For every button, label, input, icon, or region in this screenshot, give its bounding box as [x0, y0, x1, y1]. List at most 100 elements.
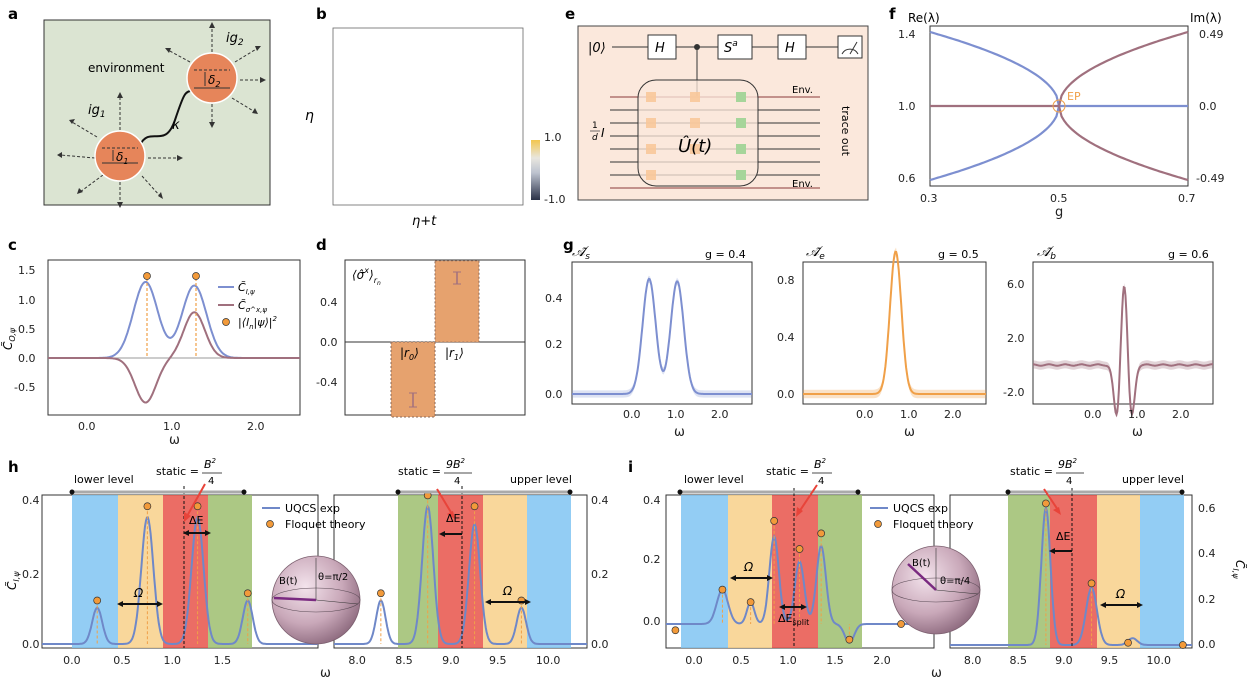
g2-curve	[803, 250, 986, 395]
unitary-label: Û(t)	[678, 135, 712, 157]
c-xlabel: ω	[169, 433, 180, 448]
panel-i: lower level upper level static = B2 4 st…	[643, 457, 1247, 681]
panel-label-f: f	[889, 5, 896, 23]
h-theory-dot	[143, 502, 152, 511]
h-curve-left	[42, 515, 318, 645]
h-xtick: 9.0	[442, 654, 460, 667]
panel-label-e: e	[565, 5, 575, 23]
i-rtick-1: 0.6	[1198, 502, 1216, 515]
i-theory-dot	[795, 545, 804, 553]
g2-label: 𝒜̃e	[806, 244, 825, 262]
g1-ytick-1: 0.4	[545, 292, 563, 305]
b-xlabel: η+t	[412, 214, 437, 229]
g2-param: g = 0.5	[938, 248, 979, 261]
f-right-label: Im(λ)	[1190, 11, 1222, 25]
h-legend-exp: UQCS exp	[285, 502, 340, 515]
d-title: ⟨σ̂x⟩rn	[352, 266, 381, 287]
panel-b-heatmap: η η+t 1.0 -1.0	[305, 27, 565, 229]
h-rtick-2: 0.2	[591, 568, 609, 581]
i-Bt: B(t)	[912, 558, 931, 569]
h-static-1: static =	[156, 465, 199, 478]
gamma2-label: ig2	[226, 31, 244, 48]
h-xtick: 1.0	[163, 654, 181, 667]
env-bottom-label: Env.	[792, 179, 813, 190]
d-ytick-3: -0.4	[316, 376, 337, 389]
h-omega-2: Ω	[502, 584, 513, 598]
panel-label-b: b	[316, 5, 327, 23]
i-xtick: 2.0	[873, 654, 891, 667]
g3-xtick-2: 1.0	[1128, 408, 1146, 421]
energy-band	[527, 495, 571, 648]
g3-xtick-1: 0.0	[1084, 408, 1102, 421]
g3-ytick-3: -2.0	[1003, 386, 1024, 399]
i-theory-dot	[897, 620, 905, 628]
g3-ytick-1: 6.0	[1007, 278, 1025, 291]
h-static-1-den: 4	[208, 476, 214, 487]
i-theory-dot	[1124, 638, 1132, 647]
g1-xtick-1: 0.0	[623, 408, 641, 421]
g3-xlabel: ω	[1132, 425, 1143, 440]
h-upper-level: upper level	[510, 473, 572, 486]
h-theory-dot	[93, 596, 102, 605]
h-rtick-3: 0.0	[591, 638, 609, 651]
i-xtick: 1.5	[826, 654, 844, 667]
ep-label: EP	[1067, 90, 1081, 103]
i-dE: ΔE	[1056, 530, 1071, 543]
h-xtick: 8.0	[348, 654, 366, 667]
i-static-1-den: 4	[818, 476, 824, 487]
i-theory-dot	[770, 517, 778, 525]
energy-band	[438, 495, 483, 648]
f-xtick-2: 0.5	[1050, 192, 1068, 205]
h-dE-1: ΔE	[189, 514, 204, 527]
h-static-2-frac: 9B2	[446, 457, 466, 471]
i-ytick-2: 0.2	[643, 553, 661, 566]
delta2-label: δ2	[208, 73, 220, 89]
ket-zero: |0⟩	[588, 41, 606, 56]
i-legend-exp: UQCS exp	[893, 502, 948, 515]
panel-d-chart: ⟨σ̂x⟩rn |r0⟩ |r1⟩ 0.4 0.0 -0.4	[316, 259, 526, 418]
i-xtick: 0.0	[685, 654, 703, 667]
h-legend-theory: Floquet theory	[285, 518, 366, 531]
c-ytick-1: 1.5	[18, 264, 36, 277]
c-dot-2	[192, 272, 200, 280]
i-ytick-3: 0.0	[643, 615, 661, 628]
h-xtick: 1.5	[214, 654, 232, 667]
c-xtick-1: 0.0	[78, 420, 96, 433]
f-xlabel: g	[1055, 205, 1063, 220]
panel-g: 𝒜̃s g = 0.4 0.4 0.2 0.0 0.0 1.0 2.0 ω 𝒜̃…	[545, 244, 1214, 440]
i-static-2-den: 4	[1066, 476, 1072, 487]
h-xlabel: ω	[320, 666, 331, 681]
g1-label: 𝒜̃s	[572, 244, 590, 262]
svg-text:1: 1	[592, 121, 598, 131]
h-xtick: 0.5	[113, 654, 131, 667]
i-theory-dot	[845, 635, 854, 644]
panel-label-i: i	[628, 458, 633, 476]
measure-icon	[837, 35, 863, 59]
c-ytick-4: 0.0	[18, 352, 36, 365]
env-top-label: Env.	[792, 85, 813, 96]
h-rtick-1: 0.4	[591, 494, 609, 507]
f-right-tick-1: 0.49	[1199, 28, 1224, 41]
energy-band	[681, 495, 728, 648]
i-omega-1: Ω	[743, 560, 754, 574]
i-xtick: 8.0	[964, 654, 982, 667]
c-xtick-3: 2.0	[247, 420, 265, 433]
h-theta: θ=π/2	[318, 572, 348, 583]
panel-f-chart: Re(λ) Im(λ) EP 1.4 1.0 0.6 0.49 0.0 -0.4…	[898, 11, 1224, 220]
energy-band	[1140, 495, 1184, 648]
g1-param: g = 0.4	[705, 248, 746, 261]
h-curve-right	[334, 504, 587, 646]
svg-text:d: d	[592, 133, 598, 143]
i-theory-dot	[1179, 641, 1187, 649]
i-theory-dot	[718, 585, 727, 594]
i-xtick: 0.5	[732, 654, 750, 667]
d-ytick-2: 0.0	[320, 336, 338, 349]
i-theory-dot	[1087, 579, 1096, 588]
i-rtick-4: 0.0	[1198, 638, 1216, 651]
c-legend-2: C̃σ^x,ψ	[238, 299, 267, 314]
f-xtick-1: 0.3	[920, 192, 938, 205]
energy-band	[483, 495, 527, 648]
i-static-1: static =	[766, 465, 809, 478]
h-ytick-3: 0.0	[22, 638, 40, 651]
